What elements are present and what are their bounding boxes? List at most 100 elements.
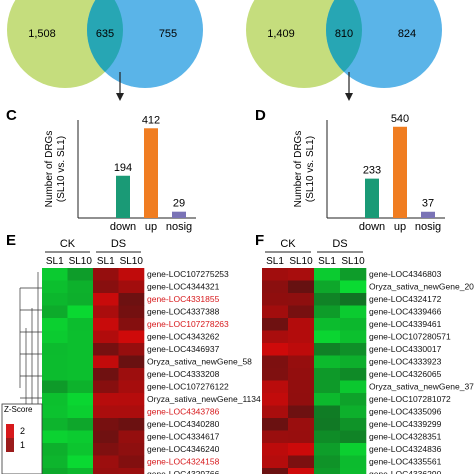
heatmap-cell — [67, 330, 94, 344]
heatmap-cell — [67, 355, 94, 369]
venn-diagram-right: 1,409 810 824 — [246, 0, 442, 88]
heatmap-cell — [93, 430, 119, 444]
x-tick-nosig: nosig — [415, 221, 441, 233]
heatmap-cell — [42, 368, 68, 381]
heatmap-cell — [93, 368, 119, 381]
heatmap-cell — [118, 418, 145, 431]
heatmap-cell — [262, 418, 289, 431]
gene-label: gene-LOC4336290 — [369, 469, 442, 474]
heatmap-cell — [93, 393, 119, 406]
gene-label: gene-LOC4324836 — [369, 444, 442, 454]
heatmap-cell — [288, 293, 315, 306]
bar-value-down: 194 — [114, 162, 132, 174]
heatmap-cell — [288, 280, 315, 294]
heatmap-cell — [314, 405, 341, 419]
heatmap-cell — [93, 343, 119, 356]
heatmap-cell — [93, 268, 119, 281]
gene-label: Oryza_sativa_newGene_37 — [369, 382, 474, 392]
y-axis-label: Number of DRGs(SL10 vs. SL1) — [44, 131, 67, 208]
gene-label: gene-LOC4324172 — [369, 294, 442, 304]
heatmap-cell — [314, 455, 341, 469]
heatmap-cell — [288, 330, 315, 344]
heatmap-cell — [314, 393, 341, 406]
heatmap-cell — [288, 405, 315, 419]
bar-nosig — [172, 211, 186, 218]
heatmap-cell — [262, 468, 289, 474]
bar-chart-c: Number of DRGs(SL10 vs. SL1) 194 down 412 up… — [44, 114, 196, 233]
heatmap-cell — [288, 430, 315, 444]
gene-label: gene-LOC107278263 — [147, 319, 229, 329]
heatmap-cell — [340, 405, 367, 419]
heatmap-cell — [42, 318, 68, 331]
heatmap-cell — [93, 280, 119, 294]
heatmap-cell — [42, 268, 68, 281]
gene-label: gene-LOC107281072 — [369, 394, 451, 404]
heatmap-cell — [118, 368, 145, 381]
heatmap-cell — [340, 430, 367, 444]
heatmap-cell — [314, 418, 341, 431]
heatmap-cell — [262, 368, 289, 381]
gene-label: Oryza_sativa_newGene_58 — [147, 357, 252, 367]
heatmap-cell — [42, 343, 68, 356]
panel-letter-e: E — [6, 232, 16, 249]
group-ds: DS — [111, 238, 126, 250]
heatmap-cell — [67, 368, 94, 381]
gene-label: gene-LOC4339466 — [369, 307, 442, 317]
x-tick-up: up — [145, 221, 157, 233]
heatmap-cell — [118, 343, 145, 356]
gene-label: gene-LOC4329766 — [147, 469, 220, 474]
heatmap-f: CK DS SL1 SL10 SL1 SL10 gene-LOC4346803 Oryza_s… — [262, 238, 474, 474]
gene-label: gene-LOC4337388 — [147, 307, 220, 317]
gene-label: gene-LOC4343786 — [147, 407, 220, 417]
gene-label: gene-LOC107280571 — [369, 332, 451, 342]
heatmap-cell — [340, 368, 367, 381]
heatmap-cell — [340, 330, 367, 344]
column-label: SL10 — [289, 256, 313, 267]
gene-label: Oryza_sativa_newGene_206 — [369, 282, 474, 292]
bar-value-down: 233 — [363, 165, 381, 177]
heatmap-cell — [118, 318, 145, 331]
heatmap-cell — [118, 430, 145, 444]
heatmap-cell — [42, 393, 68, 406]
heatmap-cell — [67, 318, 94, 331]
zscore-tick-1: 1 — [20, 440, 25, 450]
heatmap-cell — [288, 355, 315, 369]
heatmap-cell — [262, 268, 289, 281]
group-ds: DS — [332, 238, 347, 250]
heatmap-cell — [262, 443, 289, 456]
heatmap-cell — [288, 368, 315, 381]
heatmap-cell — [93, 355, 119, 369]
y-axis-label: Number of DRGs(SL10 vs. SL1) — [293, 131, 316, 208]
gene-label: gene-LOC4324158 — [147, 457, 220, 467]
x-tick-down: down — [110, 221, 136, 233]
venn-overlap-count: 635 — [96, 28, 114, 40]
heatmap-cell — [314, 318, 341, 331]
heatmap-cell — [262, 355, 289, 369]
heatmap-cell — [67, 468, 94, 474]
gene-label: gene-LOC4328351 — [369, 432, 442, 442]
heatmap-cell — [288, 418, 315, 431]
gene-label: gene-LOC4346937 — [147, 344, 220, 354]
gene-label: gene-LOC4333208 — [147, 369, 220, 379]
gene-label: gene-LOC4333923 — [369, 357, 442, 367]
bar-chart-d: Number of DRGs(SL10 vs. SL1) 233 down 540 up… — [293, 113, 445, 233]
gene-label: gene-LOC4334617 — [147, 432, 220, 442]
heatmap-cell — [118, 393, 145, 406]
venn-left-count: 1,508 — [28, 28, 56, 40]
heatmap-cell — [93, 318, 119, 331]
heatmap-cell — [118, 443, 145, 456]
heatmap-cell — [314, 443, 341, 456]
heatmap-cell — [262, 305, 289, 319]
heatmap-cell — [118, 268, 145, 281]
heatmap-cell — [42, 468, 68, 474]
x-tick-down: down — [359, 221, 385, 233]
heatmap-cell — [93, 305, 119, 319]
heatmap-cell — [340, 443, 367, 456]
y-axis-label-line2: (SL10 vs. SL1) — [56, 136, 67, 202]
y-axis-label-line1: Number of DRGs — [293, 131, 304, 208]
heatmap-cell — [67, 293, 94, 306]
gene-label: gene-LOC4346240 — [147, 444, 220, 454]
heatmap-cell — [42, 455, 68, 469]
heatmap-cell — [340, 280, 367, 294]
heatmap-cell — [67, 393, 94, 406]
